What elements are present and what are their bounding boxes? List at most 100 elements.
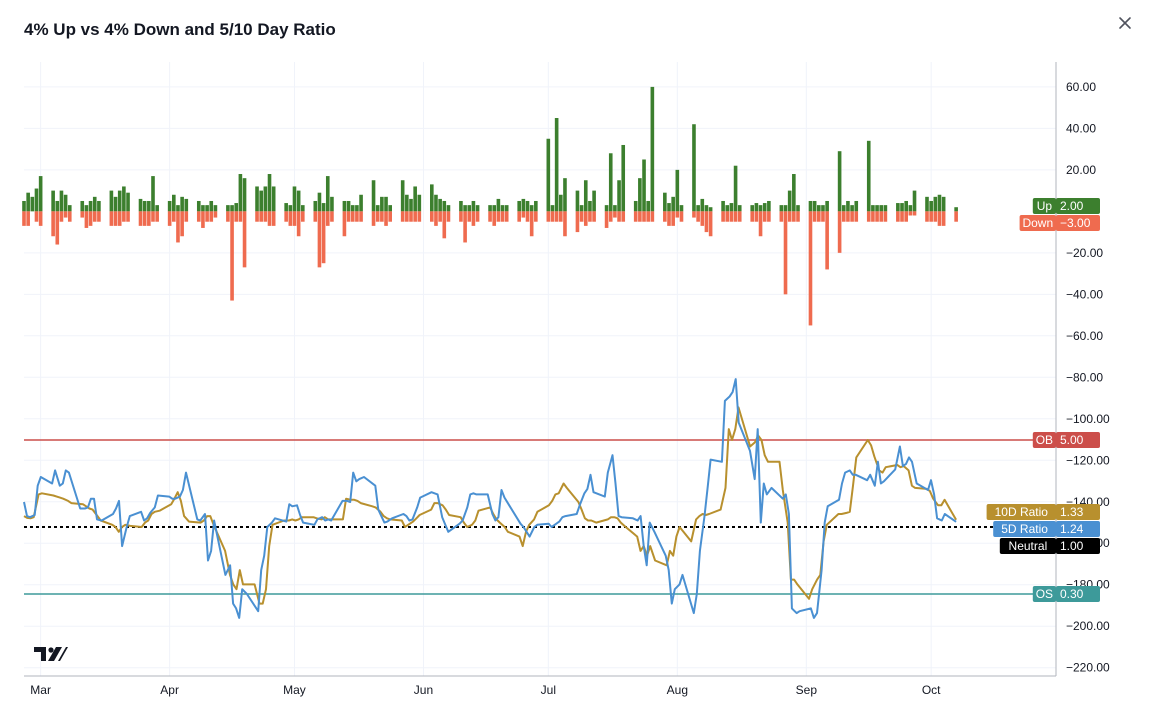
neutral-tag-value: 1.00 (1060, 539, 1084, 553)
down-bar (613, 211, 617, 218)
up-bar (575, 190, 580, 212)
up-bar (147, 200, 151, 212)
up-bar (708, 207, 713, 212)
down-bar (155, 211, 159, 222)
down-bar (122, 211, 126, 222)
up-bar (725, 205, 730, 212)
os-tag-label: OS (1036, 587, 1053, 601)
ten-day-tag-value: 1.33 (1060, 505, 1084, 519)
up-bar (700, 198, 705, 212)
up-bar (650, 86, 655, 212)
down-bar (292, 211, 297, 226)
up-bar (642, 159, 646, 212)
down-bar (496, 211, 501, 222)
down-bar (413, 211, 417, 222)
up-bar (733, 165, 738, 212)
up-bar (109, 190, 114, 212)
up-bar (525, 200, 530, 212)
up-bar (138, 198, 143, 212)
down-bar (405, 211, 409, 222)
up-bar (459, 200, 463, 212)
down-bar (384, 211, 388, 226)
down-bar (817, 211, 821, 222)
up-bar (438, 198, 442, 212)
down-bar (196, 211, 201, 222)
up-bar (184, 198, 189, 212)
up-bar (59, 190, 64, 212)
up-tag-label: Up (1037, 199, 1053, 213)
ten-day-tag-label-box (986, 504, 1056, 520)
up-bar (604, 205, 609, 212)
up-bar (301, 205, 305, 212)
up-bar (271, 186, 276, 212)
up-bar (592, 190, 596, 212)
down-bar (126, 211, 130, 222)
x-tick-label: Sep (796, 683, 818, 697)
down-bar (779, 211, 784, 222)
down-bar (875, 211, 879, 222)
down-bar (633, 211, 638, 222)
up-bar (405, 194, 409, 212)
down-bar (821, 211, 825, 222)
down-bar (350, 211, 355, 222)
chart-grid (24, 62, 1056, 676)
up-bar (22, 200, 26, 212)
up-bar (34, 188, 39, 212)
down-bar (22, 211, 26, 226)
five-day-ratio-line (23, 378, 957, 619)
down-bar (846, 211, 850, 222)
down-tag-value-box (1056, 215, 1100, 231)
up-bar (430, 184, 434, 212)
down-bar (267, 211, 272, 226)
down-bar (650, 211, 655, 222)
five-day-tag-value-box (1056, 521, 1100, 537)
up-bar (871, 205, 875, 212)
up-bar (588, 200, 592, 212)
down-bar (667, 211, 671, 226)
down-bar (808, 211, 813, 326)
up-bar (812, 200, 817, 212)
ten-day-tag-label: 10D Ratio (995, 505, 1049, 519)
ob-tag-value: 5.00 (1060, 433, 1084, 447)
up-bar (196, 200, 201, 212)
up-bar (409, 198, 413, 212)
down-bar (500, 211, 505, 222)
down-bar (97, 211, 101, 222)
up-bar (388, 205, 392, 212)
down-bar (113, 211, 118, 226)
down-bar (205, 211, 209, 222)
down-bar (933, 211, 938, 222)
x-tick-label: Oct (922, 683, 941, 697)
y-tick-label: −80.00 (1066, 370, 1103, 384)
up-bar (667, 203, 671, 212)
up-bar (88, 200, 93, 212)
down-bar (55, 211, 60, 245)
up-bar (817, 205, 821, 212)
up-bar (359, 194, 363, 212)
close-icon[interactable] (1114, 12, 1136, 34)
up-bar (925, 196, 929, 212)
up-bar (292, 186, 297, 212)
up-tag-value: 2.00 (1060, 199, 1084, 213)
down-bar (762, 211, 767, 222)
up-bar (317, 192, 322, 212)
up-bar (579, 205, 584, 212)
down-bar (317, 211, 322, 268)
neutral-tag-label-box (999, 538, 1056, 554)
down-bar (521, 211, 526, 218)
neutral-tag-value-box (1056, 538, 1100, 554)
up-bar (350, 205, 355, 212)
up-bar (750, 205, 755, 212)
up-bar (729, 203, 734, 212)
up-bar (355, 205, 359, 212)
up-bar (492, 205, 497, 212)
down-bar (850, 211, 854, 222)
down-bar (675, 211, 680, 218)
y-tick-label: −200.00 (1066, 619, 1110, 633)
up-bar (621, 144, 626, 212)
down-bar (342, 211, 347, 237)
up-bar (226, 205, 230, 212)
down-bar (554, 211, 559, 222)
up-bar (883, 205, 888, 212)
